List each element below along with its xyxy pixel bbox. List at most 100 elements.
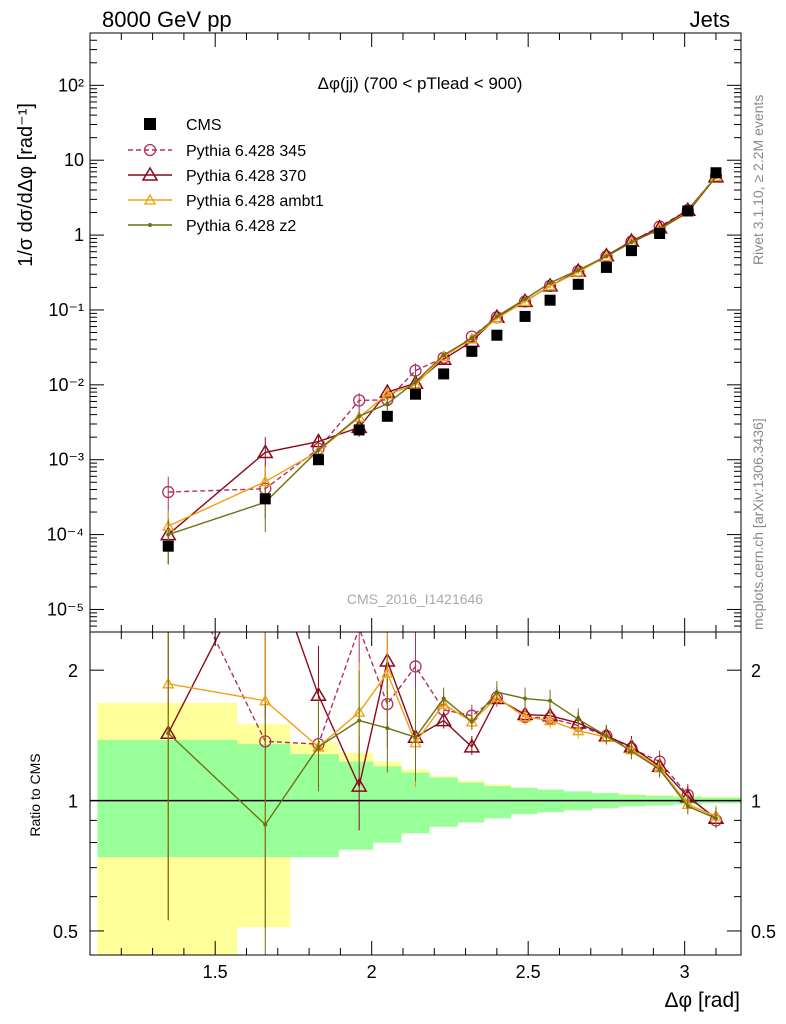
mcplots-label: mcplots.cern.ch [arXiv:1306.3436] (750, 418, 766, 630)
cms-point (410, 388, 421, 400)
series-point-ratio (385, 726, 390, 731)
series-point-ratio (316, 744, 321, 749)
series-point-main (437, 350, 450, 362)
main-ytick-label: 10⁻³ (48, 450, 84, 470)
series-point-main (629, 240, 634, 245)
legend-label: Pythia 6.428 345 (186, 143, 306, 160)
series-point-main (543, 279, 557, 291)
main-ytick-label: 1 (74, 225, 84, 245)
series-point-main (548, 280, 553, 285)
header-left: 8000 GeV pp (102, 7, 232, 32)
series-point-ratio (518, 710, 532, 722)
series-point-main (166, 532, 171, 537)
x-tick-label: 2 (367, 962, 377, 982)
series-point-ratio (523, 696, 528, 701)
series-point-main (357, 414, 362, 419)
legend-marker (143, 143, 157, 157)
plot-title: Δφ(jj) (700 < pTlead < 900) (318, 74, 523, 93)
legend-marker (148, 223, 152, 227)
legend-marker (143, 193, 157, 205)
cms-point (353, 424, 365, 436)
series-point-ratio (357, 718, 362, 723)
series-point-ratio (543, 714, 557, 726)
series-point-ratio (381, 666, 394, 678)
cms-point (625, 245, 637, 257)
series-point-ratio (576, 717, 581, 722)
cms-point (572, 278, 584, 290)
series-point-main (353, 394, 366, 407)
cms-point (682, 205, 694, 217)
main-ytick-label: 10⁻⁴ (47, 525, 84, 545)
legend: CMS Pythia 6.428 345 Pythia 6.428 370 Pythi… (128, 117, 324, 235)
series-point-main (604, 254, 609, 259)
series-point-ratio (629, 749, 634, 754)
ratio-ytick-label: 1 (68, 792, 78, 812)
ratio-ytick-label-right: 0.5 (751, 922, 776, 942)
series-point-ratio (435, 712, 452, 727)
legend-marker (141, 166, 159, 181)
cms-point (259, 493, 271, 505)
ratio-ytick-label-right: 1 (751, 792, 761, 812)
legend-cms-label: CMS (186, 117, 222, 134)
ratio-y-label: Ratio to CMS (27, 753, 43, 836)
series-point-ratio (494, 690, 499, 695)
cms-point (491, 329, 503, 341)
ratio-plot-area (90, 632, 741, 955)
main-ytick-label: 10² (58, 75, 84, 95)
main-y-axis: 10⁻⁵ 10⁻⁴ 10⁻³ 10⁻² 10⁻¹ 1 10 10² (47, 32, 741, 627)
series-point-ratio (166, 731, 171, 736)
cms-point (162, 540, 174, 552)
series-point-main (259, 475, 272, 487)
ratio-panel: 0.5 0.5 1 1 2 2 1.5 2 2.5 3 (53, 33, 776, 982)
series-point-ratio (463, 738, 481, 753)
rivet-label: Rivet 3.1.10, ≥ 2.2M events (750, 95, 766, 265)
header-right: Jets (690, 7, 730, 32)
series-point-ratio (548, 698, 553, 703)
main-ytick-label: 10⁻² (48, 375, 84, 395)
series-point-main (316, 447, 321, 452)
series-point-ratio (263, 822, 268, 827)
band-stat-bin (373, 766, 402, 843)
series-point-ratio (437, 697, 450, 709)
x-tick-label: 2.5 (516, 962, 541, 982)
series-point-main (576, 268, 581, 273)
cms-point (544, 294, 556, 306)
series-point-main (600, 250, 613, 261)
main-y-label: 1/σ dσ/dΔφ [rad⁻¹] (15, 103, 37, 267)
series-point-main (469, 336, 474, 341)
analysis-watermark: CMS_2016_I1421646 (347, 591, 483, 607)
cms-point (600, 261, 612, 273)
cms-point (466, 345, 478, 357)
x-axis-label: Δφ [rad] (665, 989, 741, 1012)
series-point-ratio (713, 816, 718, 821)
band-stat-bin (97, 739, 238, 858)
cms-point (312, 454, 324, 466)
x-tick-label: 3 (680, 962, 690, 982)
band-stat-bin (429, 777, 458, 827)
legend-label: Pythia 6.428 370 (186, 168, 306, 185)
series-point-ratio (409, 660, 422, 673)
legend-label: Pythia 6.428 z2 (186, 218, 296, 235)
band-stat-bin (457, 782, 485, 823)
ratio-ytick-label-right: 2 (751, 661, 761, 681)
x-axis: 1.5 2 2.5 3 (89, 33, 717, 982)
legend-label: Pythia 6.428 ambt1 (186, 193, 324, 210)
series-point-ratio (657, 767, 662, 772)
main-ytick-label: 10 (64, 150, 84, 170)
x-tick-label: 1.5 (203, 962, 228, 982)
series-point-ratio (572, 724, 585, 736)
cms-point (381, 410, 393, 422)
series-point-ratio (685, 804, 690, 809)
series-point-ratio (350, 777, 368, 792)
series-point-ratio (604, 733, 609, 738)
cms-point (519, 310, 531, 322)
main-ytick-label: 10⁻⁵ (47, 599, 84, 619)
series-point-ratio (469, 719, 474, 724)
cms-point (710, 167, 722, 179)
main-ytick-label: 10⁻¹ (48, 300, 84, 320)
series-point-main (413, 379, 418, 384)
band-stat-bin (338, 761, 374, 850)
series-point-ratio (490, 691, 503, 703)
ratio-y-axis: 0.5 0.5 1 1 2 2 (53, 661, 776, 942)
ratio-ytick-label: 2 (68, 661, 78, 681)
